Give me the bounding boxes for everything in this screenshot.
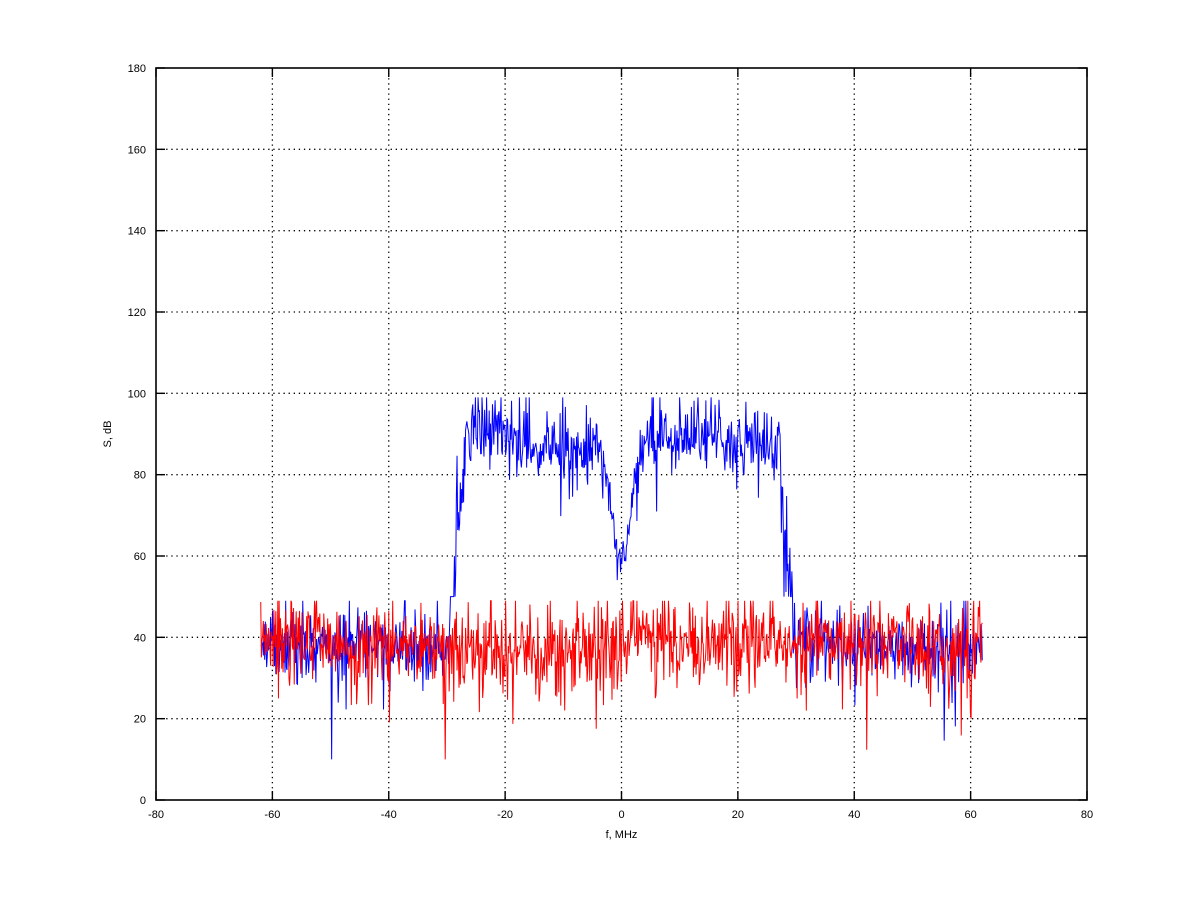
svg-text:40: 40	[848, 809, 860, 821]
svg-text:-80: -80	[148, 809, 164, 821]
svg-text:180: 180	[128, 63, 146, 75]
svg-text:20: 20	[134, 714, 146, 726]
svg-text:-60: -60	[264, 809, 280, 821]
svg-text:160: 160	[128, 144, 146, 156]
svg-text:-20: -20	[497, 809, 513, 821]
svg-text:140: 140	[128, 226, 146, 238]
svg-text:S, dB: S, dB	[102, 421, 114, 448]
svg-text:40: 40	[134, 632, 146, 644]
svg-text:-40: -40	[381, 809, 397, 821]
svg-text:f, MHz: f, MHz	[606, 829, 638, 841]
svg-text:80: 80	[134, 470, 146, 482]
svg-text:20: 20	[732, 809, 744, 821]
svg-text:60: 60	[134, 551, 146, 563]
svg-text:0: 0	[618, 809, 624, 821]
svg-text:0: 0	[140, 795, 146, 807]
svg-text:120: 120	[128, 307, 146, 319]
svg-text:60: 60	[964, 809, 976, 821]
svg-text:100: 100	[128, 388, 146, 400]
svg-text:80: 80	[1081, 809, 1093, 821]
